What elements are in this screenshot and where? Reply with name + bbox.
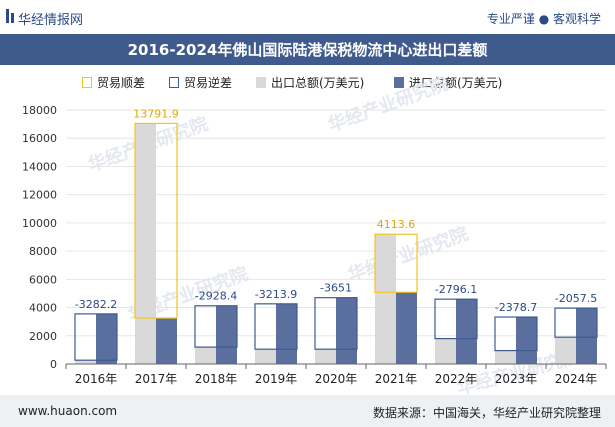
import-bar xyxy=(276,303,297,364)
export-bar xyxy=(255,349,276,364)
legend-label-import: 进口总额(万美元) xyxy=(409,76,503,90)
y-tick-label: 10000 xyxy=(22,217,57,230)
legend-label-deficit: 贸易逆差 xyxy=(184,76,233,90)
y-tick-label: 6000 xyxy=(29,273,57,286)
import-bar xyxy=(576,308,597,364)
balance-data-label: -2796.1 xyxy=(435,283,477,296)
balance-data-label: -3213.9 xyxy=(255,288,297,301)
title-bar xyxy=(0,34,615,65)
y-tick-label: 2000 xyxy=(29,330,57,343)
bars: -3282.2 13791.9 -2928.4 -3213.9 -3651 4113.6 -… xyxy=(74,107,598,365)
deficit-bar xyxy=(494,316,538,352)
footer-bar xyxy=(0,395,615,427)
import-bar xyxy=(96,313,117,364)
balance-data-label: -3651 xyxy=(320,282,352,295)
tagline: 专业严谨 ● 客观科学 xyxy=(486,12,601,26)
x-tick-label: 2020年 xyxy=(315,372,358,386)
export-bar xyxy=(435,338,456,364)
import-bar xyxy=(396,292,417,364)
x-tick-label: 2024年 xyxy=(555,372,598,386)
legend-swatch-deficit xyxy=(169,77,179,88)
import-bar xyxy=(456,299,477,364)
export-bar xyxy=(195,347,216,364)
deficit-bar xyxy=(554,307,598,338)
x-tick-label: 2017年 xyxy=(135,372,178,386)
export-bar xyxy=(555,337,576,364)
x-tick-label: 2019年 xyxy=(255,372,298,386)
legend-label-export: 出口总额(万美元) xyxy=(271,76,365,90)
balance-data-label: -2378.7 xyxy=(495,301,537,314)
surplus-bar xyxy=(374,233,418,293)
y-tick-label: 4000 xyxy=(29,302,57,315)
deficit-bar xyxy=(314,297,358,350)
watermark-text: 华经产业研究院 xyxy=(345,222,471,286)
balance-data-label: -2057.5 xyxy=(555,292,597,305)
deficit-bar xyxy=(74,313,118,361)
import-bar xyxy=(516,317,537,364)
x-tick-label: 2022年 xyxy=(435,372,478,386)
import-bar xyxy=(336,297,357,364)
chart-title: 2016-2024年佛山国际陆港保税物流中心进出口差额 xyxy=(127,41,488,59)
export-bar xyxy=(315,349,336,364)
deficit-bar xyxy=(254,303,298,350)
export-bar xyxy=(495,350,516,364)
deficit-bar xyxy=(434,298,478,340)
brand-name: 华经情报网 xyxy=(18,13,84,28)
y-tick-label: 16000 xyxy=(22,132,57,145)
balance-data-label: 4113.6 xyxy=(377,218,416,231)
balance-data-label: -3282.2 xyxy=(75,298,117,311)
export-bar xyxy=(135,123,156,365)
balance-data-label: 13791.9 xyxy=(133,107,179,120)
legend-swatch-export xyxy=(256,77,266,88)
export-bar xyxy=(75,360,96,364)
x-tick-label: 2016年 xyxy=(75,372,118,386)
deficit-bar xyxy=(194,305,238,348)
y-axis: 0 2000 4000 6000 8000 10000 12000 14000 16000 180… xyxy=(22,104,57,371)
x-tick-label: 2023年 xyxy=(495,372,538,386)
import-bar xyxy=(156,318,177,364)
y-tick-label: 8000 xyxy=(29,245,57,258)
surplus-bar xyxy=(134,122,178,319)
export-bar xyxy=(375,234,396,364)
footer-website: www.huaon.com xyxy=(18,404,118,418)
y-tick-label: 12000 xyxy=(22,189,57,202)
footer-source: 数据来源：中国海关，华经产业研究院整理 xyxy=(372,406,601,420)
legend-swatch-surplus xyxy=(82,77,92,88)
balance-data-label: -2928.4 xyxy=(195,290,237,303)
watermark-text: 华经产业研究院 xyxy=(325,72,451,136)
brand-logo-icon xyxy=(6,9,14,23)
y-tick-label: 18000 xyxy=(22,104,57,117)
y-tick-label: 14000 xyxy=(22,160,57,173)
legend-swatch-import xyxy=(394,77,404,88)
x-tick-label: 2021年 xyxy=(375,372,418,386)
y-tick-label: 0 xyxy=(50,358,57,371)
legend-label-surplus: 贸易顺差 xyxy=(97,76,146,90)
import-bar xyxy=(216,305,237,364)
x-tick-label: 2018年 xyxy=(195,372,238,386)
x-axis: 2016年 2017年 2018年 2019年 2020年 2021年 2022年 2023年… xyxy=(65,363,607,386)
